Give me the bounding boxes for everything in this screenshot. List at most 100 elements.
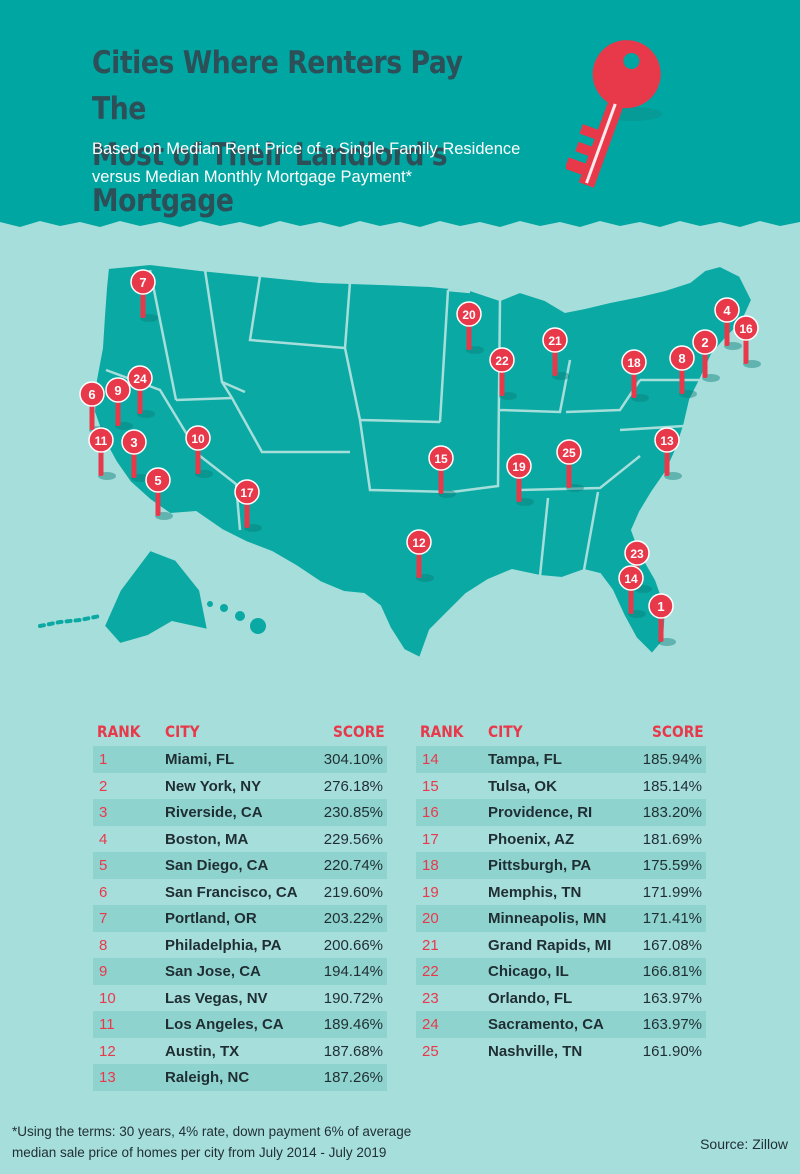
map-pin-4: 4: [714, 297, 742, 350]
header-score: SCORE: [652, 722, 704, 741]
pin-label: 11: [95, 434, 108, 448]
table-body-right: 14 Tampa, FL 185.94% 15 Tulsa, OK 185.14% 16 Pr…: [416, 746, 706, 1064]
pin-label: 9: [114, 383, 121, 398]
city-cell: Sacramento, CA: [488, 1016, 604, 1033]
table-row: 9 San Jose, CA 194.14%: [93, 958, 387, 985]
table-row: 18 Pittsburgh, PA 175.59%: [416, 852, 706, 879]
title-line-1: Cities Where Renters Pay The: [92, 45, 463, 127]
city-cell: Pittsburgh, PA: [488, 857, 592, 874]
city-cell: Chicago, IL: [488, 963, 569, 980]
page-title: Cities Where Renters Pay The Most of The…: [92, 40, 513, 224]
header-city: CITY: [488, 722, 523, 741]
city-cell: Riverside, CA: [165, 804, 263, 821]
pin-label: 22: [495, 354, 509, 368]
city-cell: Los Angeles, CA: [165, 1016, 284, 1033]
ranking-table-left: RANK CITY SCORE 1 Miami, FL 304.10% 2 New Yo…: [93, 718, 387, 1091]
pin-layer: 7 20 21 22 4 2 8 16 18 6 9 24 11 3 10 15 25 19 13 5 17 12 23 14…: [79, 269, 761, 646]
score-cell: 187.68%: [323, 1042, 383, 1060]
score-cell: 185.14%: [642, 777, 702, 795]
table-row: 25 Nashville, TN 161.90%: [416, 1038, 706, 1065]
score-cell: 183.20%: [642, 804, 702, 821]
pin-label: 17: [240, 486, 254, 500]
city-cell: Portland, OR: [165, 910, 257, 927]
score-cell: 175.59%: [642, 857, 702, 874]
map-pin-2: 2: [692, 329, 720, 382]
map-pin-22: 22: [489, 347, 517, 400]
map-pin-18: 18: [621, 349, 649, 402]
city-cell: Miami, FL: [165, 751, 235, 768]
map-pin-3: 3: [121, 429, 149, 482]
source-credit: Source: Zillow: [700, 1136, 788, 1152]
score-cell: 304.10%: [323, 751, 383, 768]
pin-label: 25: [562, 446, 576, 460]
header-rank: RANK: [97, 722, 141, 741]
map-pin-19: 19: [506, 453, 534, 506]
map-pin-9: 9: [105, 377, 133, 430]
pin-label: 7: [139, 275, 146, 290]
map-pin-13: 13: [654, 427, 682, 480]
pin-label: 3: [130, 435, 137, 450]
map-pin-16: 16: [733, 315, 761, 368]
title-line-2: Most of Their Landlord's Mortgage: [92, 137, 448, 219]
score-cell: 219.60%: [323, 883, 383, 901]
score-cell: 181.69%: [642, 830, 702, 848]
pin-label: 1: [657, 599, 664, 614]
alaska-shape: [102, 548, 210, 646]
rank-cell: 15: [422, 777, 439, 795]
rank-cell: 17: [422, 830, 439, 848]
pin-label: 14: [624, 572, 638, 586]
table-row: 4 Boston, MA 229.56%: [93, 826, 387, 853]
score-cell: 163.97%: [642, 1016, 702, 1033]
table-row: 12 Austin, TX 187.68%: [93, 1038, 387, 1065]
city-cell: Boston, MA: [165, 830, 249, 848]
rank-cell: 1: [99, 751, 108, 768]
rank-cell: 25: [422, 1042, 439, 1060]
pin-label: 18: [627, 356, 641, 370]
rank-cell: 22: [422, 963, 439, 980]
map-pin-15: 15: [428, 445, 456, 498]
table-row: 22 Chicago, IL 166.81%: [416, 958, 706, 985]
map-pin-7: 7: [130, 269, 158, 322]
score-cell: 194.14%: [323, 963, 383, 980]
score-cell: 200.66%: [323, 936, 383, 954]
pin-label: 13: [660, 434, 674, 448]
key-icon: [566, 40, 662, 188]
pin-label: 16: [739, 322, 753, 336]
city-cell: San Francisco, CA: [165, 883, 298, 901]
table-row: 23 Orlando, FL 163.97%: [416, 985, 706, 1012]
header-rank: RANK: [420, 722, 464, 741]
table-row: 15 Tulsa, OK 185.14%: [416, 773, 706, 800]
rank-cell: 24: [422, 1016, 439, 1033]
map-pin-6: 6: [79, 381, 107, 434]
city-cell: Orlando, FL: [488, 989, 573, 1007]
table-row: 10 Las Vegas, NV 190.72%: [93, 985, 387, 1012]
city-cell: Minneapolis, MN: [488, 910, 607, 927]
pin-label: 24: [133, 372, 147, 386]
map-pin-17: 17: [234, 479, 262, 532]
header-city: CITY: [165, 722, 200, 741]
table-row: 7 Portland, OR 203.22%: [93, 905, 387, 932]
rank-cell: 3: [99, 804, 108, 821]
table-row: 5 San Diego, CA 220.74%: [93, 852, 387, 879]
table-row: 11 Los Angeles, CA 189.46%: [93, 1011, 387, 1038]
pin-label: 15: [434, 452, 448, 466]
table-row: 8 Philadelphia, PA 200.66%: [93, 932, 387, 959]
pin-label: 6: [88, 387, 95, 402]
map-pin-10: 10: [185, 425, 213, 478]
score-cell: 161.90%: [642, 1042, 702, 1060]
pin-label: 8: [678, 351, 685, 366]
table-body-left: 1 Miami, FL 304.10% 2 New York, NY 276.18% 3 Ri…: [93, 746, 387, 1091]
table-row: 17 Phoenix, AZ 181.69%: [416, 826, 706, 853]
map-pin-11: 11: [88, 427, 116, 480]
table-row: 19 Memphis, TN 171.99%: [416, 879, 706, 906]
score-cell: 167.08%: [642, 936, 702, 954]
rank-cell: 5: [99, 857, 108, 874]
city-cell: Philadelphia, PA: [165, 936, 282, 954]
city-cell: Raleigh, NC: [165, 1069, 250, 1086]
score-cell: 171.41%: [642, 910, 702, 927]
score-cell: 229.56%: [323, 830, 383, 848]
subtitle-line-2: versus Median Monthly Mortgage Payment*: [92, 168, 413, 186]
rank-cell: 9: [99, 963, 108, 980]
city-cell: Tulsa, OK: [488, 777, 557, 795]
map-pin-21: 21: [542, 327, 570, 380]
